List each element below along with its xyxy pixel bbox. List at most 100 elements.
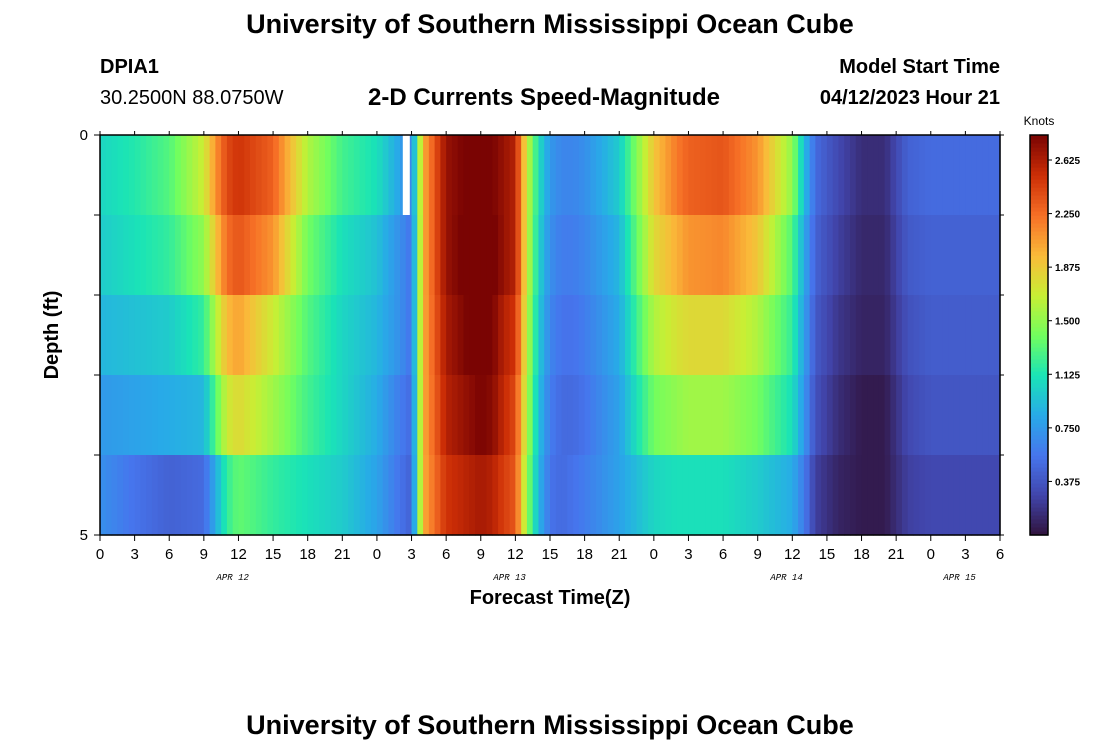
heatmap-cell [250, 135, 257, 216]
heatmap-cell [446, 215, 453, 296]
heatmap-cell [209, 455, 216, 536]
colorbar-segment [1030, 267, 1048, 272]
heatmap-cell [948, 375, 955, 456]
heatmap-cell [728, 215, 736, 296]
colorbar-segment [1030, 299, 1048, 304]
heatmap-cell [959, 295, 966, 376]
heatmap-cell [659, 215, 666, 296]
heatmap-cell [301, 455, 309, 536]
date-label: APR 14 [769, 573, 802, 583]
colorbar-segment [1030, 215, 1048, 220]
heatmap-cell [890, 215, 897, 296]
heatmap-cell [653, 215, 661, 296]
heatmap-cell [775, 135, 782, 216]
heatmap-cell [976, 215, 984, 296]
heatmap-cell [584, 375, 591, 456]
x-tick-label: 18 [299, 546, 316, 563]
heatmap-cell [261, 215, 268, 296]
station-id: DPIA1 [100, 56, 159, 78]
heatmap-cell [175, 135, 182, 216]
heatmap-cell [290, 455, 297, 536]
colorbar-segment [1030, 523, 1048, 528]
heatmap-cell [792, 215, 799, 296]
heatmap-cell [336, 455, 343, 536]
colorbar-segment [1030, 303, 1048, 308]
heatmap-cell [838, 455, 845, 536]
heatmap-cell [573, 455, 580, 536]
heatmap-cell [538, 215, 545, 296]
colorbar-segment [1030, 459, 1048, 464]
x-tick-label: 9 [477, 546, 485, 563]
heatmap-cell [428, 215, 436, 296]
heatmap-cell [105, 135, 113, 216]
heatmap-cell [296, 455, 303, 536]
heatmap-cell [423, 215, 430, 296]
x-tick-label: 15 [542, 546, 559, 563]
heatmap-cell [832, 215, 840, 296]
heatmap-cell [878, 295, 886, 376]
heatmap-cell [925, 455, 932, 536]
heatmap-cell [798, 455, 805, 536]
heatmap-cell [255, 455, 263, 536]
heatmap-cell [619, 295, 626, 376]
colorbar-segment [1030, 379, 1048, 384]
heatmap-cell [417, 215, 424, 296]
colorbar-segment [1030, 323, 1048, 328]
heatmap-cell [711, 455, 718, 536]
colorbar-segment [1030, 519, 1048, 524]
heatmap-cell [982, 295, 990, 376]
heatmap-cell [550, 295, 557, 376]
heatmap-cell [319, 455, 326, 536]
heatmap-cell [307, 215, 315, 296]
colorbar-segment [1030, 287, 1048, 292]
heatmap-cell [803, 295, 811, 376]
heatmap-cell [838, 135, 845, 216]
heatmap-cell [705, 215, 713, 296]
heatmap-cell [578, 135, 586, 216]
heatmap-cell [469, 215, 476, 296]
heatmap-cell [342, 455, 349, 536]
heatmap-cell [123, 375, 130, 456]
heatmap-cell [128, 295, 136, 376]
heatmap-cell [769, 375, 776, 456]
heatmap-cell [826, 375, 834, 456]
heatmap-cell [365, 135, 372, 216]
heatmap-cell [515, 375, 522, 456]
heatmap-cell [371, 215, 378, 296]
heatmap-cell [988, 455, 995, 536]
colorbar-segment [1030, 363, 1048, 368]
heatmap-cell [371, 135, 378, 216]
colorbar-segment [1030, 147, 1048, 152]
heatmap-cell [480, 455, 488, 536]
heatmap-cell [325, 215, 332, 296]
heatmap-cell [653, 295, 661, 376]
heatmap-cell [163, 295, 170, 376]
heatmap-cell [348, 375, 355, 456]
heatmap-cell [775, 375, 782, 456]
colorbar-segment [1030, 479, 1048, 484]
heatmap-cell [376, 135, 384, 216]
heatmap-cell [590, 455, 597, 536]
heatmap-cell [717, 215, 724, 296]
colorbar-segment [1030, 343, 1048, 348]
heatmap-cell [348, 455, 355, 536]
colorbar-segment [1030, 387, 1048, 392]
heatmap-cell [330, 135, 338, 216]
heatmap-cell [307, 375, 315, 456]
heatmap-cell [838, 295, 845, 376]
heatmap-cell [751, 135, 759, 216]
heatmap-cell [665, 375, 672, 456]
heatmap-cell [682, 455, 690, 536]
heatmap-cell [226, 375, 234, 456]
heatmap-cell [290, 135, 297, 216]
colorbar-segment [1030, 311, 1048, 316]
heatmap-cell [434, 295, 441, 376]
heatmap-cell [740, 135, 747, 216]
heatmap-cell [169, 135, 176, 216]
heatmap-cell [330, 455, 338, 536]
heatmap-cell [117, 215, 124, 296]
colorbar-segment [1030, 179, 1048, 184]
heatmap-cell [273, 375, 280, 456]
heatmap-cell [180, 375, 188, 456]
heatmap-cell [278, 375, 286, 456]
